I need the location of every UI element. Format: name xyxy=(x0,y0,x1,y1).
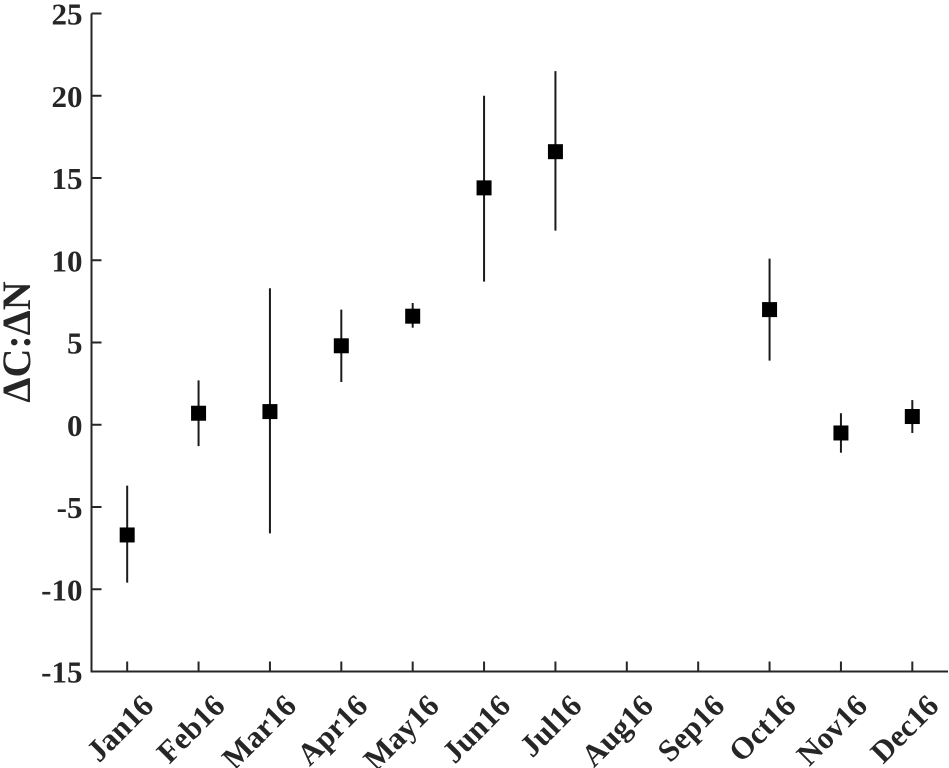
data-marks xyxy=(119,71,920,583)
y-tick-label: 15 xyxy=(52,161,83,196)
data-point-marker xyxy=(333,338,349,354)
x-tick-label: Aug16 xyxy=(574,688,660,768)
x-tick-label: Jun16 xyxy=(435,688,517,768)
data-point-marker xyxy=(476,180,492,196)
y-tick-label: -15 xyxy=(41,655,82,690)
data-point-marker xyxy=(762,302,778,318)
y-tick-label: -10 xyxy=(41,572,82,607)
x-tick-label: May16 xyxy=(356,688,445,768)
data-point-marker xyxy=(262,404,278,420)
y-tick-label: 0 xyxy=(67,408,83,443)
x-tick-label: Dec16 xyxy=(863,688,945,768)
data-point-marker xyxy=(119,527,135,543)
y-tick-label: -5 xyxy=(57,490,83,525)
axis-spines xyxy=(90,13,948,673)
x-tick-label: Oct16 xyxy=(722,688,803,768)
x-tick-label: Nov16 xyxy=(789,688,873,768)
data-point-marker xyxy=(833,425,849,441)
data-point-marker xyxy=(405,308,421,324)
x-tick-label: Jan16 xyxy=(79,688,160,768)
y-tick-label: 25 xyxy=(52,0,83,32)
y-tick-label: 10 xyxy=(52,243,83,278)
data-point-marker xyxy=(547,144,563,160)
axes: 2520151050-5-10-15Jan16Feb16Mar16Apr16Ma… xyxy=(41,0,948,768)
data-point-marker xyxy=(904,409,920,425)
y-tick-label: 5 xyxy=(67,326,83,361)
y-tick-label: 20 xyxy=(52,79,83,114)
x-tick-label: Mar16 xyxy=(215,688,303,768)
y-axis-label: ΔC:ΔN xyxy=(0,281,39,402)
x-tick-label: Sep16 xyxy=(650,688,731,768)
data-point-marker xyxy=(191,405,207,421)
